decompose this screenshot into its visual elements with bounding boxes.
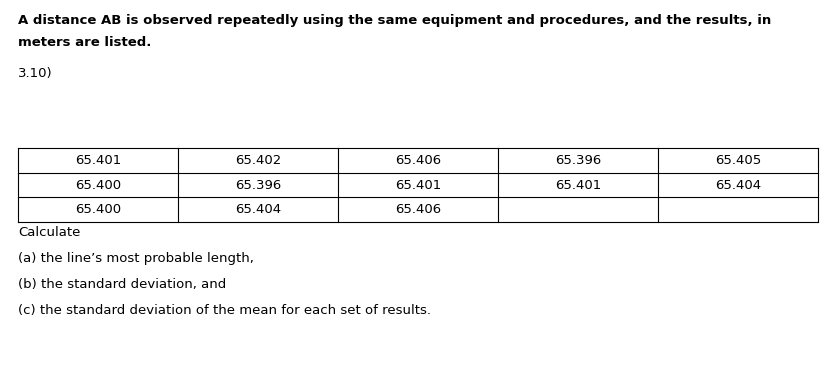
Text: (a) the line’s most probable length,: (a) the line’s most probable length, [18, 252, 254, 265]
Text: 65.401: 65.401 [395, 179, 441, 192]
Text: 3.10): 3.10) [18, 67, 53, 80]
Text: 65.401: 65.401 [555, 179, 601, 192]
Text: 65.406: 65.406 [395, 203, 441, 216]
Text: 65.396: 65.396 [235, 179, 281, 192]
Text: 65.402: 65.402 [235, 154, 281, 167]
Text: 65.396: 65.396 [555, 154, 601, 167]
Text: 65.404: 65.404 [715, 179, 761, 192]
Text: Calculate: Calculate [18, 226, 81, 239]
Text: 65.400: 65.400 [75, 179, 121, 192]
Text: 65.404: 65.404 [235, 203, 281, 216]
Text: 65.405: 65.405 [715, 154, 761, 167]
Text: A distance AB is observed repeatedly using the same equipment and procedures, an: A distance AB is observed repeatedly usi… [18, 14, 771, 27]
Text: 65.401: 65.401 [75, 154, 121, 167]
Text: meters are listed.: meters are listed. [18, 36, 151, 49]
Text: (c) the standard deviation of the mean for each set of results.: (c) the standard deviation of the mean f… [18, 304, 431, 317]
Text: 65.400: 65.400 [75, 203, 121, 216]
Text: (b) the standard deviation, and: (b) the standard deviation, and [18, 278, 226, 291]
Text: 65.406: 65.406 [395, 154, 441, 167]
